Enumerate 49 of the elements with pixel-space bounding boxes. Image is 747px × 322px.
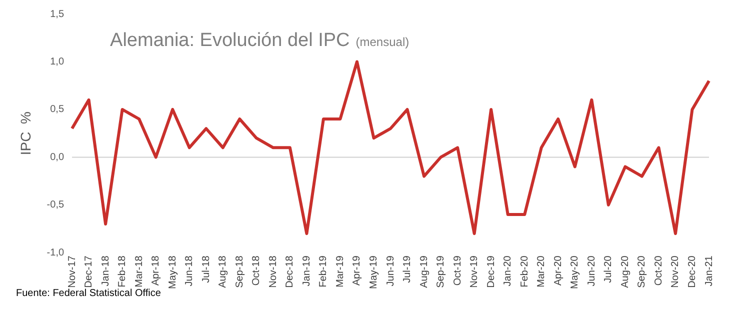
x-tick-label: Feb-18 bbox=[117, 255, 128, 288]
x-tick-label: Feb-20 bbox=[519, 255, 530, 288]
x-tick-label: Oct-19 bbox=[452, 255, 464, 286]
y-tick-label: 1,5 bbox=[50, 8, 64, 20]
x-tick-label: Jan-19 bbox=[301, 255, 312, 286]
x-tick-label: Aug-19 bbox=[418, 255, 430, 288]
x-tick-label: Dec-20 bbox=[686, 255, 698, 288]
x-tick-label: Aug-20 bbox=[620, 255, 631, 288]
x-tick-label: May-18 bbox=[167, 255, 178, 290]
x-tick-label: Dec-19 bbox=[486, 255, 497, 288]
y-tick-label: 0,0 bbox=[50, 152, 64, 163]
x-tick-label: Apr-19 bbox=[352, 255, 363, 286]
x-tick-label: Nov-18 bbox=[268, 255, 279, 288]
x-tick-label: Dec-18 bbox=[284, 255, 296, 288]
x-tick-label: Sep-19 bbox=[436, 255, 447, 288]
x-tick-label: Jan-20 bbox=[502, 255, 514, 286]
y-tick-label: -1,0 bbox=[46, 247, 64, 258]
x-tick-label: Apr-20 bbox=[552, 255, 564, 286]
x-tick-label: Mar-18 bbox=[134, 255, 145, 288]
x-tick-label: Nov-19 bbox=[469, 255, 480, 288]
x-tick-label: Feb-19 bbox=[318, 255, 330, 288]
x-tick-label: May-19 bbox=[368, 255, 380, 290]
y-tick-label: -0,5 bbox=[46, 200, 64, 211]
x-tick-label: Jul-20 bbox=[603, 255, 614, 283]
x-tick-label: Jan-18 bbox=[100, 255, 112, 286]
x-tick-label: Sep-18 bbox=[234, 255, 246, 288]
text: (mensual) bbox=[356, 35, 410, 49]
x-tick-label: Mar-19 bbox=[334, 255, 346, 288]
x-tick-label: Mar-20 bbox=[536, 255, 548, 288]
x-tick-label: Jun-19 bbox=[385, 255, 396, 286]
x-tick-label: Nov-20 bbox=[670, 255, 682, 288]
y-tick-label: 0,5 bbox=[50, 104, 64, 116]
x-tick-label: Oct-18 bbox=[251, 255, 262, 286]
x-tick-label: Jun-18 bbox=[184, 255, 196, 286]
x-tick-label: May-20 bbox=[570, 255, 581, 290]
text: Alemania: Evolución del IPC bbox=[110, 30, 350, 51]
x-tick-label: Dec-17 bbox=[84, 255, 95, 288]
source-note: Fuente: Federal Statistical Office bbox=[16, 288, 162, 299]
x-tick-label: Sep-20 bbox=[636, 255, 648, 288]
x-tick-label: Jun-20 bbox=[586, 255, 598, 286]
x-tick-label: Aug-18 bbox=[218, 255, 229, 288]
x-tick-label: Oct-20 bbox=[653, 255, 664, 286]
y-tick-label: 1,0 bbox=[50, 56, 64, 68]
x-tick-label: Apr-18 bbox=[150, 255, 162, 286]
x-tick-label: Jul-19 bbox=[402, 255, 414, 283]
x-tick-label: Jul-18 bbox=[200, 255, 212, 283]
x-tick-label: Jan-21 bbox=[704, 255, 715, 286]
x-tick-label: Nov-17 bbox=[66, 255, 78, 288]
y-axis-title: IPC % bbox=[17, 112, 34, 156]
